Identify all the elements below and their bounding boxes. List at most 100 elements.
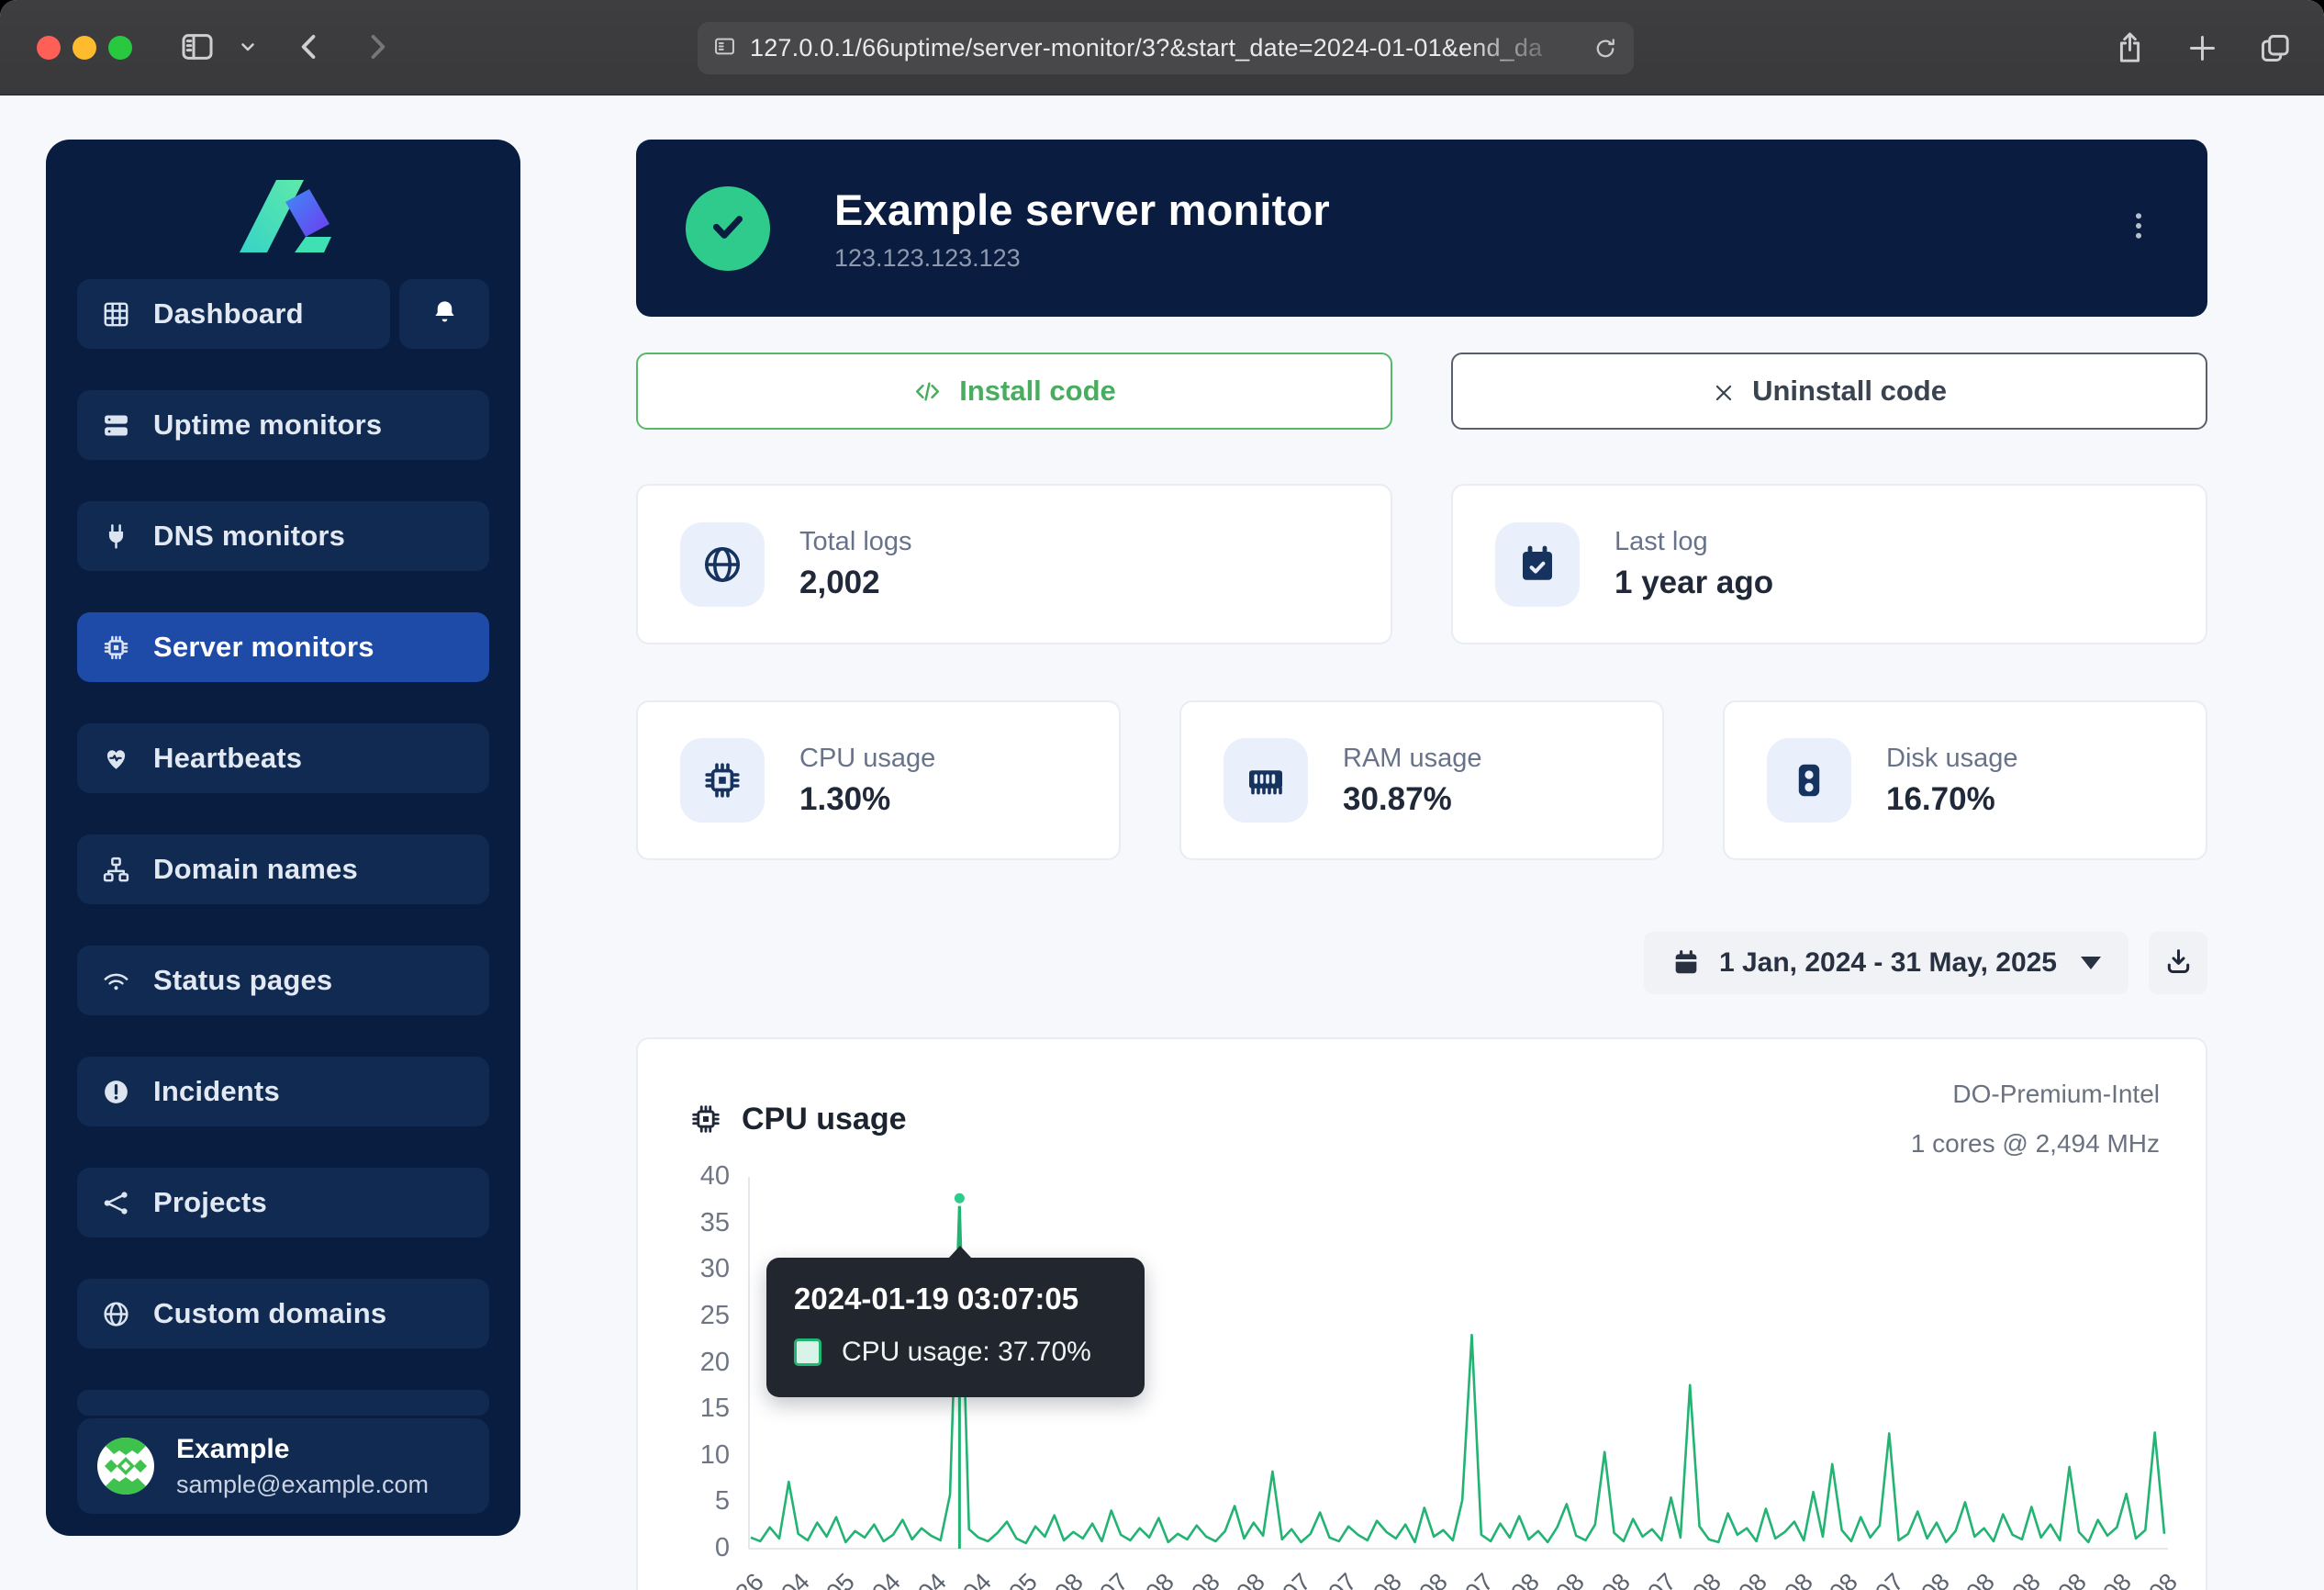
sidebar-item-incidents[interactable]: Incidents: [77, 1057, 489, 1126]
x-tick-label: 08: [1733, 1567, 1772, 1590]
cpu-chart-card: CPU usage DO-Premium-Intel 1 cores @ 2,4…: [636, 1037, 2207, 1590]
x-tick-label: 08: [1504, 1567, 1545, 1590]
cpu-chip-icon: [688, 1102, 723, 1137]
zoom-window-button[interactable]: [108, 36, 132, 60]
page-content: Dashboard Uptime monitors DNS monitors Serv…: [0, 95, 2324, 1590]
sitemap-icon: [101, 855, 131, 885]
sidebar-toggle-button[interactable]: [179, 0, 216, 95]
url-text: 127.0.0.1/66uptime/server-monitor/3?&sta…: [750, 34, 1543, 62]
sidebar-item-domain-names[interactable]: Domain names: [77, 834, 489, 904]
close-window-button[interactable]: [37, 36, 61, 60]
back-button[interactable]: [292, 0, 327, 95]
tab-overview-button[interactable]: [2257, 30, 2293, 66]
sidebar-item-custom-domains[interactable]: Custom domains: [77, 1279, 489, 1349]
stat-value: 2,002: [799, 565, 880, 600]
x-tick-label: 05: [821, 1567, 861, 1590]
sidebar-item-server-monitors[interactable]: Server monitors: [77, 612, 489, 682]
sidebar-item-dashboard[interactable]: Dashboard: [77, 279, 390, 349]
stat-value: 1 year ago: [1615, 565, 1774, 600]
check-icon: [704, 202, 752, 254]
x-tick-label: 08: [1550, 1567, 1591, 1590]
stat-card-disk-usage: Disk usage 16.70%: [1723, 700, 2207, 860]
sidebar-item-dns-monitors[interactable]: DNS monitors: [77, 501, 489, 571]
globe-icon: [101, 1299, 131, 1329]
chevron-down-icon: [237, 36, 259, 61]
x-tick-label: 08: [1596, 1567, 1636, 1590]
forward-icon: [360, 29, 395, 67]
status-up-badge: [686, 185, 770, 271]
x-tick-label: 08: [2052, 1567, 2092, 1590]
download-button[interactable]: [2149, 932, 2207, 994]
x-tick-label: 05: [1003, 1567, 1043, 1590]
calendar-icon: [1671, 948, 1701, 978]
app-logo[interactable]: [220, 165, 347, 257]
tab-group-chevron-button[interactable]: [237, 0, 259, 95]
x-tick-label: 04: [866, 1567, 906, 1590]
tooltip-timestamp: 2024-01-19 03:07:05: [794, 1282, 1079, 1316]
server-cores: 1 cores @ 2,494 MHz: [1910, 1129, 2160, 1158]
date-range-picker[interactable]: 1 Jan, 2024 - 31 May, 2025: [1643, 932, 2128, 994]
sidebar-item-uptime-monitors[interactable]: Uptime monitors: [77, 390, 489, 460]
x-tick-label: 08: [1231, 1567, 1271, 1590]
y-tick-label: 15: [699, 1394, 730, 1424]
y-tick-label: 0: [714, 1533, 730, 1562]
y-tick-label: 25: [699, 1300, 730, 1330]
sidebar-nav: Dashboard Uptime monitors DNS monitors Serv…: [77, 279, 489, 1349]
share-button[interactable]: [2112, 30, 2148, 66]
x-tick-label: 08: [1824, 1567, 1864, 1590]
sidebar-item-projects[interactable]: Projects: [77, 1168, 489, 1237]
forward-button[interactable]: [360, 0, 395, 95]
back-icon: [292, 29, 327, 67]
x-tick-label: 07: [1870, 1567, 1909, 1590]
user-card[interactable]: Example sample@example.com: [77, 1418, 489, 1514]
monitor-options-button[interactable]: [2106, 195, 2171, 259]
browser-titlebar: 127.0.0.1/66uptime/server-monitor/3?&sta…: [0, 0, 2324, 95]
stat-card-total-logs: Total logs 2,002: [636, 484, 1392, 644]
stat-card-last-log: Last log 1 year ago: [1451, 484, 2207, 644]
stat-label: Total logs: [799, 527, 912, 556]
alert-icon: [101, 1077, 131, 1107]
stat-label: Last log: [1615, 527, 1708, 556]
y-tick-label: 20: [699, 1347, 730, 1377]
stat-card-ram-usage: RAM usage 30.87%: [1179, 700, 1664, 860]
tooltip-value: CPU usage: 37.70%: [842, 1337, 1091, 1367]
page-format-icon: [712, 34, 737, 63]
stats-row-logs: Total logs 2,002 Last log 1 year ago: [636, 484, 2207, 644]
stat-label: RAM usage: [1343, 743, 1482, 773]
x-tick-label: 08: [1961, 1567, 2001, 1590]
avatar: [97, 1438, 154, 1495]
install-code-button[interactable]: Install code: [636, 353, 1392, 430]
chip-icon: [101, 633, 131, 663]
x-tick-label: 04: [912, 1567, 952, 1590]
new-tab-button[interactable]: [2184, 30, 2220, 66]
uninstall-code-button[interactable]: Uninstall code: [1451, 353, 2207, 430]
sidebar-partial-item: [77, 1390, 489, 1416]
sidebar-item-status-pages[interactable]: Status pages: [77, 946, 489, 1015]
reload-icon[interactable]: [1592, 35, 1619, 62]
caret-down-icon: [2081, 957, 2101, 969]
chart-toolbar: 1 Jan, 2024 - 31 May, 2025: [1643, 932, 2207, 994]
user-email: sample@example.com: [176, 1470, 430, 1498]
logo-icon: [239, 180, 331, 252]
x-tick-label: 07: [1323, 1567, 1362, 1590]
ram-icon: [1223, 738, 1308, 823]
sidebar-item-heartbeats[interactable]: Heartbeats: [77, 723, 489, 793]
calcheck-icon: [1495, 521, 1580, 607]
stat-value: 16.70%: [1886, 780, 1995, 817]
monitor-header-card: Example server monitor 123.123.123.123: [636, 140, 2207, 317]
minimize-window-button[interactable]: [73, 36, 96, 60]
nodes-icon: [101, 1188, 131, 1218]
x-tick-label: 08: [1916, 1567, 1955, 1590]
action-buttons: Install code Uninstall code: [636, 353, 2207, 430]
y-tick-label: 10: [699, 1439, 730, 1470]
heart-icon: [101, 744, 131, 774]
x-axis-labels: 26 04 05 04 04 04 05 08 07 08 08 08 07 07 08 08 07 08 08 08…: [730, 1559, 2182, 1590]
kebab-icon: [2121, 212, 2156, 246]
chart-title: CPU usage: [688, 1080, 907, 1159]
notifications-button[interactable]: [399, 279, 489, 349]
address-bar[interactable]: 127.0.0.1/66uptime/server-monitor/3?&sta…: [698, 22, 1634, 74]
x-tick-label: 08: [2143, 1567, 2183, 1590]
window-controls: [37, 36, 132, 60]
stat-label: CPU usage: [799, 743, 936, 773]
